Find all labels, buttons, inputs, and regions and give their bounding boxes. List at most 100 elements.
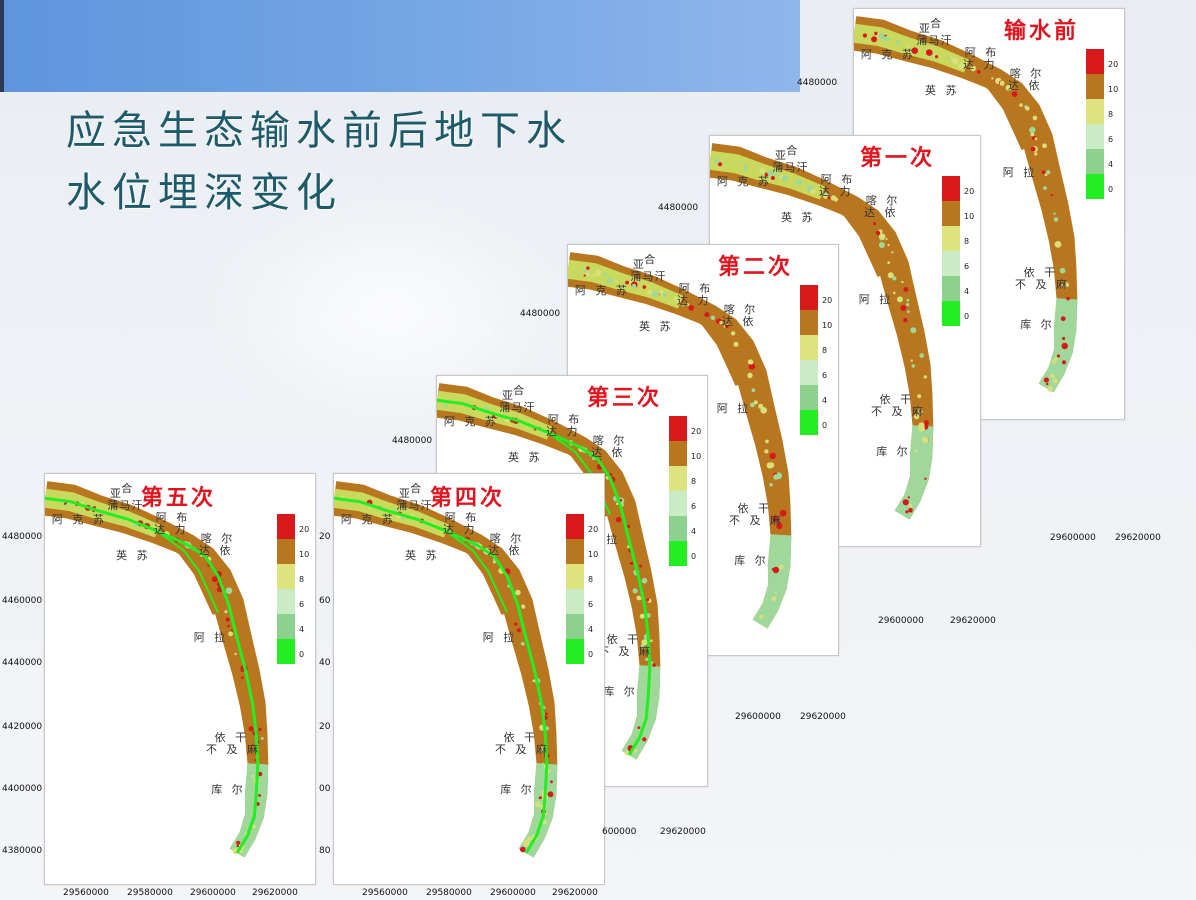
river-branch [158, 529, 224, 615]
depth-speckle [743, 167, 747, 171]
y-axis-tick-label: 4400000 [2, 784, 43, 794]
depth-speckle [935, 55, 939, 59]
legend-tick-label: 4 [822, 396, 828, 405]
lower-reach-zone [621, 665, 661, 760]
place-label-ma: 马 [408, 499, 423, 512]
depth-speckle [725, 324, 729, 329]
depth-speckle [1054, 241, 1062, 248]
x-axis-tick-label: 29600000 [490, 888, 536, 898]
place-label-ma: 马 [642, 270, 657, 283]
depth-speckle [348, 501, 351, 504]
place-label-yigan: 依 干 [737, 501, 773, 515]
depth-speckle [906, 298, 910, 302]
legend-swatch [669, 491, 687, 516]
depth-speckle [875, 230, 881, 236]
panel-title: 第一次 [860, 145, 936, 171]
river-channel-line [334, 496, 549, 854]
depth-speckle [906, 303, 910, 307]
place-label-kuer: 库 尔 [603, 684, 638, 698]
depth-speckle [1043, 186, 1047, 191]
river-branch [681, 300, 747, 386]
panel-title: 第五次 [141, 485, 217, 511]
x-axis-tick-label: 29620000 [552, 888, 598, 898]
depth-speckle [751, 388, 756, 392]
depth-speckle [879, 238, 883, 241]
depth-speckle [887, 272, 894, 279]
depth-speckle [1055, 325, 1062, 332]
depth-speckle [592, 274, 596, 278]
depth-speckle [902, 499, 909, 506]
depth-speckle [822, 191, 827, 196]
x-axis-tick-label: 29600000 [1050, 533, 1096, 543]
place-label-abu: 阿 布 [444, 511, 480, 525]
y-axis-tick-label: 4380000 [2, 846, 43, 856]
legend-swatch [277, 639, 295, 664]
legend-swatch [566, 589, 584, 614]
depth-speckle [647, 289, 653, 295]
depth-speckle [227, 624, 230, 628]
depth-speckle [225, 617, 230, 622]
y-axis-tick-label: 4480000 [797, 78, 838, 88]
legend-tick-label: 20 [1108, 60, 1119, 69]
depth-speckle [254, 759, 257, 762]
depth-speckle [536, 790, 543, 797]
place-label-han: 汗 [131, 499, 146, 512]
place-label-dali: 达 力 [546, 425, 581, 439]
place-label-han: 汗 [420, 499, 435, 512]
depth-speckle [1034, 152, 1038, 156]
place-label-yigan: 依 干 [879, 392, 915, 406]
depth-speckle [907, 310, 910, 313]
depth-speckle [1034, 137, 1038, 141]
place-label-kuer: 库 尔 [1020, 317, 1055, 331]
depth-speckle [924, 477, 927, 480]
place-label-kuer: 库 尔 [876, 444, 911, 458]
depth-speckle [1050, 193, 1053, 197]
place-label-dayi: 达 依 [199, 544, 234, 557]
depth-speckle [914, 449, 917, 453]
depth-speckle [633, 748, 638, 753]
place-label-han: 汗 [523, 401, 538, 414]
depth-speckle [901, 280, 904, 284]
place-label-abu: 阿 布 [678, 282, 714, 296]
depth-speckle [1042, 143, 1047, 149]
depth-speckle [781, 573, 785, 577]
place-label-ya: 亚 [632, 257, 647, 271]
legend-tick-label: 0 [299, 650, 305, 659]
place-label-ma: 马 [511, 401, 526, 414]
legend-swatch [1086, 99, 1104, 124]
depth-speckle [642, 737, 647, 742]
y-axis-tick-label: 4480000 [520, 309, 561, 319]
legend-tick-label: 0 [588, 650, 594, 659]
depth-speckle [686, 303, 690, 306]
place-label-ma: 马 [119, 499, 134, 512]
depth-speckle [749, 360, 754, 365]
depth-legend: 20 10 8 6 4 0 [669, 416, 701, 566]
y-axis-tick-label: 4480000 [2, 532, 43, 542]
depth-speckle [911, 364, 915, 368]
place-label-ying: 英 苏 [116, 549, 151, 563]
depth-speckle [625, 280, 629, 285]
place-label-dali: 达 力 [677, 294, 712, 308]
depth-speckle [673, 296, 678, 302]
depth-speckle [248, 726, 254, 732]
depth-speckle [586, 266, 590, 270]
legend-tick-label: 6 [964, 262, 970, 271]
depth-speckle [629, 280, 633, 284]
depth-speckle [639, 564, 642, 568]
depth-speckle [759, 168, 765, 174]
depth-speckle [903, 317, 908, 323]
depth-speckle [1061, 360, 1067, 365]
depth-speckle [905, 510, 909, 514]
place-label-akesu: 阿 克 苏 [574, 283, 630, 297]
place-label-kaer: 喀 尔 [489, 531, 525, 545]
place-label-dali: 达 力 [963, 58, 998, 72]
legend-tick-label: 4 [588, 625, 594, 634]
slide-title-line-2: 水位埋深变化 [66, 170, 342, 216]
depth-speckle [538, 796, 542, 800]
place-label-abu: 阿 布 [155, 511, 191, 525]
depth-speckle [632, 588, 638, 594]
place-label-pu: 蒲 [916, 34, 931, 47]
depth-speckle [523, 840, 530, 847]
depth-speckle [900, 305, 907, 311]
place-label-yigan: 依 干 [1023, 265, 1059, 279]
